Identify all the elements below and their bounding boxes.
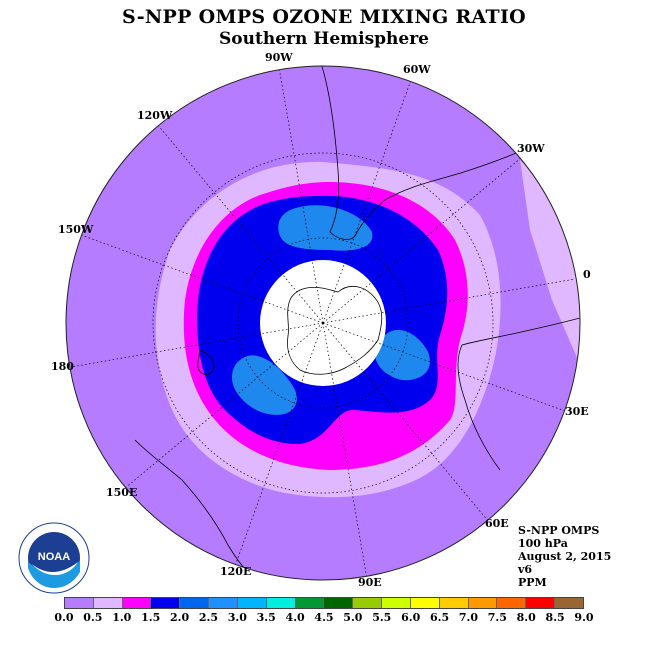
colorbar-tick-label: 7.0 xyxy=(458,611,479,624)
colorbar-swatch xyxy=(353,598,383,608)
lon-label-60e: 60E xyxy=(485,517,509,530)
colorbar-tick-label: 4.0 xyxy=(285,611,305,624)
noaa-logo: NOAA xyxy=(18,522,90,594)
band-2-0-east xyxy=(375,329,430,381)
noaa-logo-text: NOAA xyxy=(38,551,70,563)
colorbar-swatch xyxy=(237,598,267,608)
colorbar-swatch xyxy=(65,598,94,608)
colorbar-tick-label: 4.5 xyxy=(314,611,334,624)
colorbar-swatch xyxy=(555,598,583,608)
lon-label-180: 180 xyxy=(51,360,74,373)
colorbar-tick-label: 5.0 xyxy=(343,611,363,624)
colorbar-tick-label: 3.5 xyxy=(256,611,276,624)
colorbar-tick-label: 8.0 xyxy=(516,611,536,624)
colorbar xyxy=(64,597,584,609)
antarctica-coast xyxy=(287,285,383,375)
colorbar-swatch xyxy=(439,598,469,608)
colorbar-tick-label: 1.0 xyxy=(112,611,132,624)
info-units: PPM xyxy=(518,576,547,589)
lon-label-60w: 60W xyxy=(403,63,431,76)
map-border xyxy=(65,65,581,581)
colorbar-tick-label: 7.5 xyxy=(487,611,507,624)
info-block: S-NPP OMPS 100 hPa August 2, 2015 v6 PPM xyxy=(518,524,611,589)
lon-label-30w: 30W xyxy=(517,142,545,155)
lon-label-150w: 150W xyxy=(58,223,94,236)
colorbar-tick-label: 1.5 xyxy=(141,611,161,624)
lon-label-120e: 120E xyxy=(220,565,252,578)
colorbar-tick-label: 9.0 xyxy=(574,611,594,624)
info-date: August 2, 2015 xyxy=(518,550,612,563)
info-level: 100 hPa xyxy=(518,537,568,550)
colorbar-swatch xyxy=(526,598,556,608)
lon-label-90w: 90W xyxy=(265,51,293,64)
colorbar-tick-label: 5.5 xyxy=(372,611,392,624)
colorbar-swatch xyxy=(180,598,210,608)
colorbar-swatch xyxy=(122,598,152,608)
colorbar-swatch xyxy=(382,598,411,608)
africa-coast xyxy=(457,317,580,471)
new-zealand-coast xyxy=(197,349,215,375)
colorbar-swatch xyxy=(266,598,296,608)
colorbar-swatch xyxy=(93,598,123,608)
colorbar-tick-label: 2.5 xyxy=(198,611,219,624)
colorbar-tick-label: 6.5 xyxy=(429,611,450,624)
lon-label-120w: 120W xyxy=(137,109,173,122)
info-version: v6 xyxy=(518,563,533,576)
info-instrument: S-NPP OMPS xyxy=(518,524,600,537)
lon-label-90e: 90E xyxy=(358,576,382,589)
colorbar-swatch xyxy=(209,598,238,608)
page-title: S-NPP OMPS OZONE MIXING RATIO xyxy=(121,6,527,28)
colorbar-swatch xyxy=(151,598,181,608)
lon-label-150e: 150E xyxy=(106,486,138,499)
lon-label-0: 0 xyxy=(583,268,591,281)
band-2-0-southwest xyxy=(232,355,297,415)
colorbar-swatch xyxy=(295,598,325,608)
colorbar-swatch xyxy=(324,598,354,608)
colorbar-swatch xyxy=(468,598,498,608)
lon-label-30e: 30E xyxy=(565,405,589,418)
colorbar-tick-label: 3.0 xyxy=(227,611,247,624)
colorbar-tick-label: 0.0 xyxy=(54,611,74,624)
colorbar-tick-label: 6.0 xyxy=(401,611,421,624)
graticule xyxy=(70,66,576,580)
colorbar-tick-label: 2.0 xyxy=(169,611,190,624)
colorbar-tick-label: 0.5 xyxy=(83,611,103,624)
region-lavender-west xyxy=(520,160,580,360)
south-america-coast xyxy=(319,66,546,240)
colorbar-tick-label: 8.5 xyxy=(545,611,565,624)
colorbar-swatch xyxy=(497,598,527,608)
page-subtitle: Southern Hemisphere xyxy=(219,29,429,49)
colorbar-swatch xyxy=(410,598,440,608)
